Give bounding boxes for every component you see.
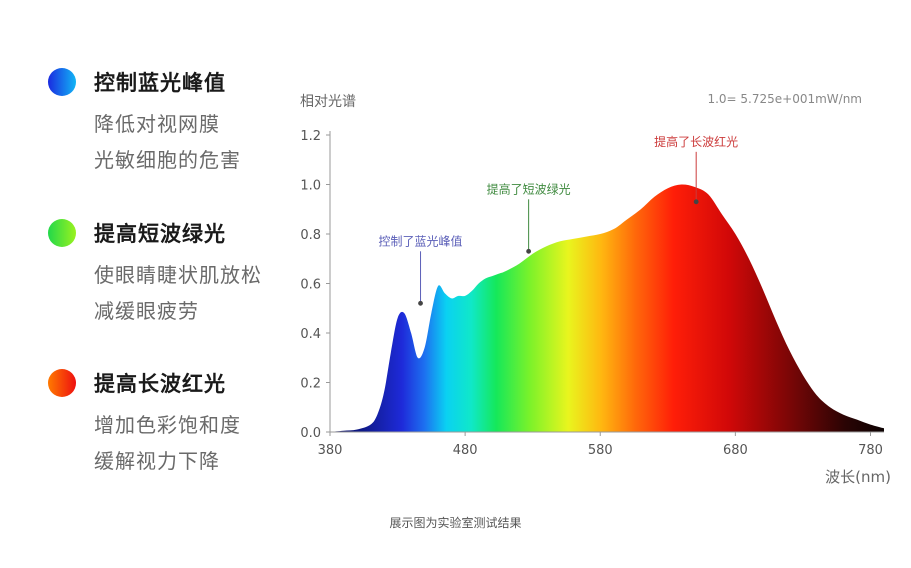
y-tick-label: 0.0 — [300, 426, 321, 441]
blue-dot-icon — [48, 68, 76, 96]
x-tick-label: 380 — [318, 443, 343, 458]
y-tick-label: 0.4 — [300, 327, 321, 342]
annotation-marker — [693, 199, 699, 205]
scale-note: 1.0= 5.725e+001mW/nm — [707, 92, 862, 106]
y-tick-label: 1.0 — [300, 179, 321, 194]
annotation-label: 控制了蓝光峰值 — [379, 233, 463, 248]
y-tick-label: 0.2 — [300, 377, 321, 392]
y-tick-label: 1.2 — [300, 129, 321, 144]
y-axis-label: 相对光谱 — [300, 94, 356, 110]
annotation-label: 提高了长波红光 — [654, 134, 738, 149]
legend-title: 控制蓝光峰值 — [94, 71, 226, 95]
y-tick-label: 0.8 — [300, 228, 321, 243]
spectrum-area — [330, 184, 884, 432]
legend-desc-line: 缓解视力下降 — [94, 449, 220, 473]
green-dot-icon — [48, 219, 76, 247]
x-tick-label: 780 — [858, 443, 883, 458]
legend-desc-line: 使眼睛睫状肌放松 — [94, 263, 262, 287]
legend-desc-line: 增加色彩饱和度 — [94, 413, 241, 437]
legend-description: 降低对视网膜 光敏细胞的危害 — [94, 106, 241, 178]
legend-desc-line: 光敏细胞的危害 — [94, 148, 241, 172]
legend-title: 提高长波红光 — [94, 372, 226, 396]
footnote: 展示图为实验室测试结果 — [389, 516, 522, 530]
x-tick-label: 580 — [588, 443, 613, 458]
legend-title: 提高短波绿光 — [94, 222, 226, 246]
legend-description: 增加色彩饱和度 缓解视力下降 — [94, 407, 241, 479]
x-axis-label: 波长(nm) — [825, 468, 891, 486]
red-dot-icon — [48, 369, 76, 397]
x-tick-label: 480 — [453, 443, 478, 458]
annotation-label: 提高了短波绿光 — [487, 181, 571, 196]
legend-desc-line: 降低对视网膜 — [94, 112, 220, 136]
annotation-marker — [418, 300, 423, 306]
y-tick-label: 0.6 — [300, 278, 321, 293]
annotation-marker — [526, 248, 532, 254]
x-tick-label: 680 — [723, 443, 748, 458]
legend-desc-line: 减缓眼疲劳 — [94, 299, 199, 323]
legend-description: 使眼睛睫状肌放松 减缓眼疲劳 — [94, 257, 262, 329]
